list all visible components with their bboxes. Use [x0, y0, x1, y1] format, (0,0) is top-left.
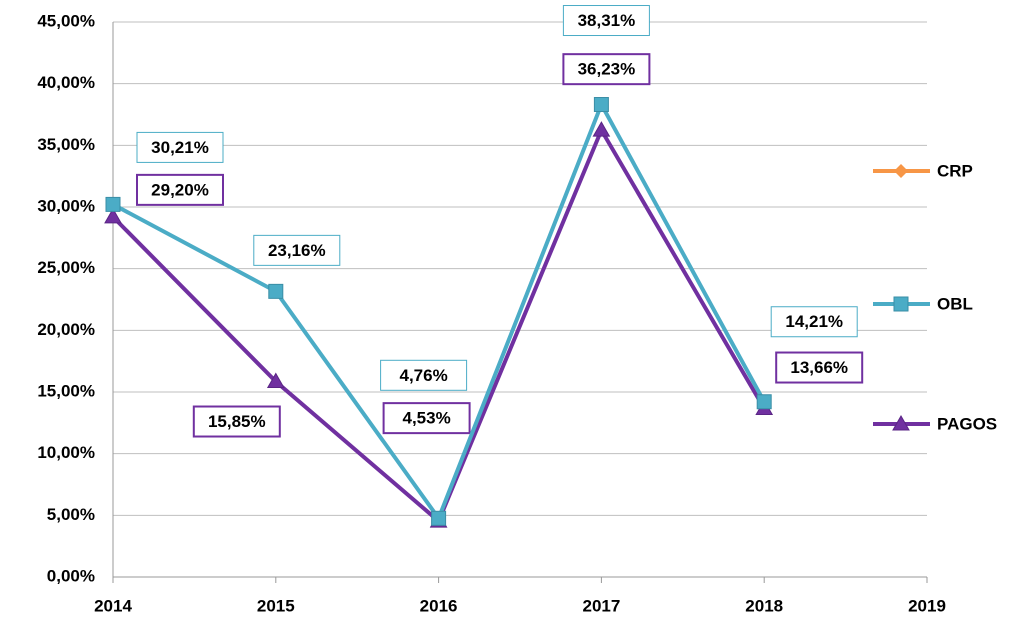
data-label-box — [382, 402, 471, 435]
y-tick-label: 40,00% — [37, 73, 95, 92]
y-tick-label: 10,00% — [37, 443, 95, 462]
data-label: 30,21% — [151, 138, 209, 157]
data-label-box — [380, 359, 468, 391]
point-marker — [105, 196, 121, 212]
x-tick-label: 2014 — [94, 596, 132, 615]
y-tick-label: 20,00% — [37, 320, 95, 339]
data-label-box — [562, 53, 651, 86]
data-label: 4,76% — [399, 366, 447, 385]
data-label: 29,20% — [151, 180, 209, 199]
x-tick-label: 2016 — [420, 596, 458, 615]
point-marker — [593, 97, 609, 113]
data-label-box — [253, 234, 341, 266]
y-tick-label: 5,00% — [47, 505, 95, 524]
data-label: 36,23% — [578, 60, 636, 79]
legend-label: PAGOS — [937, 414, 997, 433]
data-label-box — [775, 351, 864, 384]
legend-label: CRP — [937, 161, 973, 180]
series-line — [112, 99, 766, 523]
legend-label: OBL — [937, 294, 973, 313]
y-tick-label: 35,00% — [37, 135, 95, 154]
data-label: 15,85% — [208, 412, 266, 431]
y-tick-label: 45,00% — [37, 11, 95, 30]
legend-marker — [892, 414, 910, 431]
x-tick-label: 2018 — [745, 596, 783, 615]
point-marker — [592, 121, 611, 137]
point-marker — [266, 372, 285, 389]
y-tick-label: 15,00% — [37, 381, 95, 400]
point-marker — [431, 510, 447, 526]
data-label: 14,21% — [785, 312, 843, 331]
data-label-box — [136, 173, 224, 206]
data-label: 23,16% — [268, 241, 326, 260]
point-marker — [756, 394, 772, 410]
point-marker — [268, 283, 284, 299]
point-marker — [104, 207, 122, 224]
data-label: 38,31% — [578, 11, 636, 30]
data-label-box — [192, 405, 281, 438]
x-tick-label: 2019 — [908, 596, 946, 615]
data-label-box — [136, 131, 224, 163]
data-label-box — [770, 306, 858, 338]
data-label-box — [562, 5, 650, 37]
y-tick-label: 30,00% — [37, 196, 95, 215]
y-tick-label: 0,00% — [47, 566, 95, 585]
legend-marker — [893, 296, 909, 312]
x-tick-label: 2017 — [582, 596, 620, 615]
data-label: 13,66% — [790, 358, 848, 377]
legend-marker — [894, 164, 908, 178]
y-tick-label: 25,00% — [37, 258, 95, 277]
x-tick-label: 2015 — [257, 596, 295, 615]
data-label: 4,53% — [402, 409, 450, 428]
